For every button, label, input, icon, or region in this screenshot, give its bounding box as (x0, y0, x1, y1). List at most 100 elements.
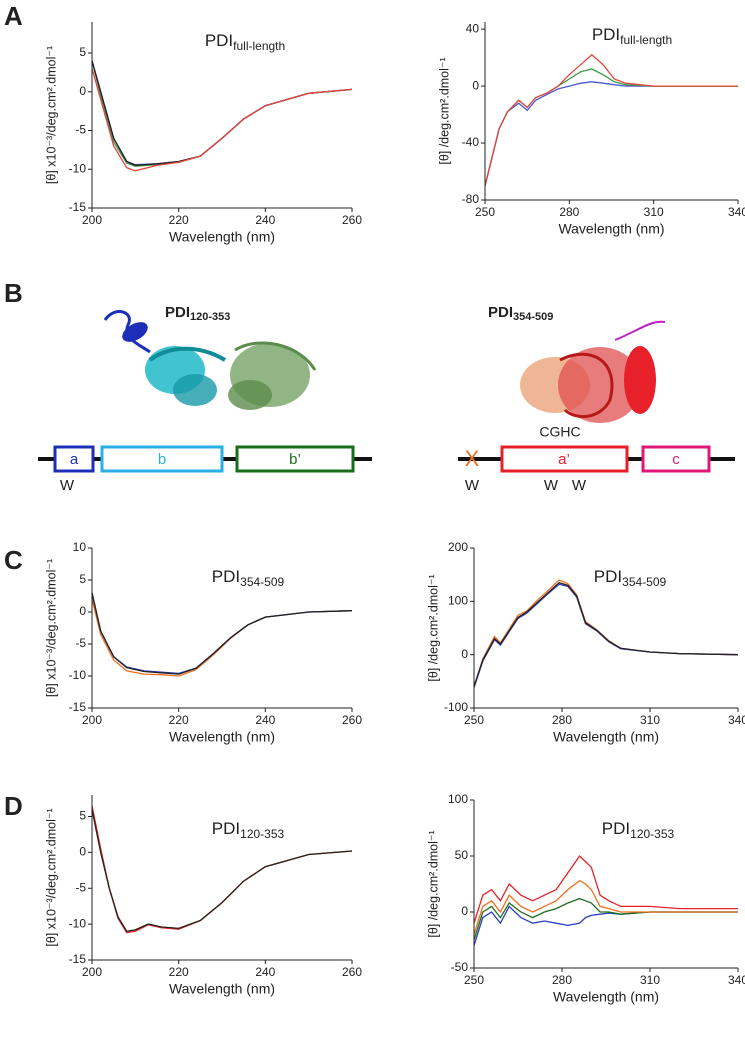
title-sub: 354-509 (513, 311, 553, 323)
x-axis-label: Wavelength (nm) (169, 981, 275, 997)
x-tick-label: 260 (342, 965, 362, 979)
y-tick-label: -10 (69, 916, 87, 930)
protein-structure (520, 320, 666, 423)
panel-label: B (4, 278, 23, 308)
y-axis-label: [θ] /deg.cm².dmol⁻¹ (426, 574, 440, 681)
x-tick-label: 310 (644, 205, 664, 219)
x-axis-label: Wavelength (nm) (169, 729, 275, 745)
x-tick-label: 240 (255, 965, 275, 979)
spectrum-line (91, 592, 353, 675)
y-tick-label: -15 (69, 952, 87, 966)
panel-label: D (4, 791, 23, 821)
y-tick-label: 200 (448, 540, 468, 554)
domain-box (500, 445, 629, 473)
deletion-mark: X (465, 446, 480, 471)
spectrum-line (91, 60, 353, 166)
y-tick-label: -100 (444, 700, 468, 714)
y-tick-label: 0 (79, 604, 86, 618)
chart: -100 0 100 200 250 280 310 340 Wavelength (nm) [θ… (426, 540, 745, 745)
construct-title: PDI120-353 (165, 304, 230, 323)
spectrum-line (91, 809, 353, 933)
y-tick-label: -15 (69, 700, 87, 714)
x-tick-label: 250 (475, 205, 495, 219)
chart-title: PDI354-509 (212, 567, 285, 589)
x-tick-label: 240 (255, 713, 275, 727)
chart: -15 -10 -5 0 5 200 220 240 260 Wavelength (nm) [θ]… (44, 22, 362, 245)
x-tick-label: 310 (640, 973, 660, 987)
title-text: PDI (212, 819, 240, 838)
chart-title: PDIfull-length (205, 31, 285, 53)
title-text: PDI (602, 819, 630, 838)
chart-title: PDI354-509 (594, 567, 667, 589)
y-tick-label: 10 (73, 540, 87, 554)
y-axis-label: [θ] x10⁻³/deg.cm².dmol⁻¹ (44, 46, 58, 184)
y-tick-label: -40 (462, 135, 480, 149)
x-tick-label: 220 (169, 965, 189, 979)
y-tick-label: 5 (79, 809, 86, 823)
spectrum-line (473, 879, 738, 935)
x-tick-label: 340 (728, 205, 745, 219)
x-tick-label: 250 (464, 713, 484, 727)
x-axis-label: Wavelength (nm) (558, 221, 664, 237)
domain-label: b (158, 451, 166, 468)
spectrum-line (91, 599, 353, 677)
x-tick-label: 280 (559, 205, 579, 219)
spectrum-line (91, 60, 353, 167)
title-text: PDI (592, 25, 620, 44)
domain-label: a’ (558, 451, 570, 468)
x-tick-label: 280 (552, 713, 572, 727)
x-tick-label: 220 (169, 713, 189, 727)
x-tick-label: 340 (728, 973, 745, 987)
motif-label: CGHC (539, 424, 580, 440)
x-axis-label: Wavelength (nm) (553, 989, 659, 1005)
y-axis-label: [θ] x10⁻³/deg.cm².dmol⁻¹ (44, 808, 58, 946)
spectrum-line (473, 583, 739, 688)
spectrum-line (484, 53, 738, 186)
x-tick-label: 260 (342, 213, 362, 227)
domain-box (100, 445, 224, 473)
title-sub: 120-353 (240, 827, 284, 841)
y-tick-label: 0 (79, 845, 86, 859)
x-tick-label: 310 (640, 713, 660, 727)
y-tick-label: -10 (69, 161, 87, 175)
y-tick-label: 50 (455, 848, 469, 862)
domain-box (641, 445, 711, 473)
title-sub: 120-353 (630, 827, 674, 841)
title-sub: full-length (620, 33, 672, 47)
title-text: PDI (212, 567, 240, 586)
chart-title: PDI120-353 (602, 819, 675, 841)
domain-label: b’ (289, 451, 301, 468)
y-axis-label: [θ] /deg.cm².dmol⁻¹ (437, 57, 451, 164)
y-tick-label: 100 (448, 792, 468, 806)
y-tick-label: -50 (451, 960, 469, 974)
protein-structure (103, 310, 317, 410)
chart-title: PDIfull-length (592, 25, 672, 47)
x-tick-label: 280 (552, 973, 572, 987)
spectrum-line (484, 81, 738, 186)
title-text: PDI (594, 567, 622, 586)
residue-mark: W (60, 477, 75, 494)
y-tick-label: -15 (69, 200, 87, 214)
x-tick-label: 220 (169, 213, 189, 227)
spectrum-line (473, 579, 739, 687)
chart: -15 -10 -5 0 5 200 220 240 260 Wavelength (nm) [θ]… (44, 795, 362, 997)
y-tick-label: 40 (466, 21, 480, 35)
chart: -80 -40 0 40 250 280 310 340 Wavelength (nm) [θ] … (437, 21, 745, 236)
x-tick-label: 260 (342, 713, 362, 727)
title-text: PDI (205, 31, 233, 50)
spectrum-line (91, 592, 353, 675)
y-tick-label: 0 (79, 84, 86, 98)
diagram-right: PDI354-509 X a’ c CGHC W W W (458, 304, 735, 494)
title-sub: 354-509 (240, 575, 284, 589)
residue-mark: W (544, 477, 559, 494)
diagram-left: PDI120-353 a b b’ W (38, 304, 372, 494)
y-tick-label: -5 (75, 880, 86, 894)
y-axis-label: [θ] x10⁻³/deg.cm².dmol⁻¹ (44, 559, 58, 697)
y-axis-label: [θ] /deg.cm².dmol⁻¹ (426, 830, 440, 937)
y-tick-label: -80 (462, 192, 480, 206)
y-tick-label: 100 (448, 594, 468, 608)
x-tick-label: 200 (82, 965, 102, 979)
x-tick-label: 200 (82, 713, 102, 727)
spectrum-line (473, 581, 739, 687)
